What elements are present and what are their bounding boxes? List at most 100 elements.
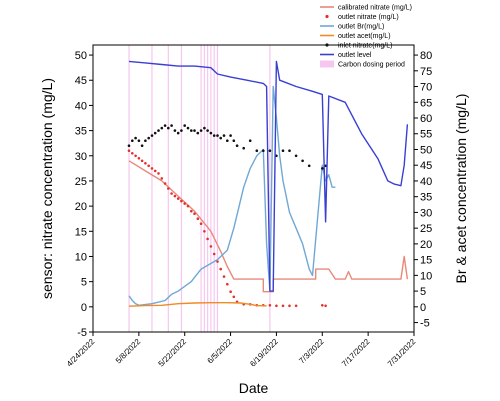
series-4-point	[301, 159, 304, 163]
legend-swatch-dot	[325, 14, 329, 19]
series-1-point	[226, 282, 229, 286]
series-4-point	[153, 131, 157, 135]
x-axis-title: Date	[239, 380, 269, 396]
series-4-point	[186, 126, 190, 130]
y-left-tick-label: 5	[81, 277, 87, 289]
y-left-tick-label: 25	[75, 176, 87, 188]
series-4-point	[147, 136, 150, 140]
y-right-tick-label: 40	[420, 176, 432, 188]
legend-swatch-dot	[325, 43, 329, 47]
series-4-point	[248, 139, 252, 142]
series-4-point	[324, 164, 327, 168]
x-tick-label: 4/24/2022	[65, 337, 97, 369]
series-1-point	[144, 162, 147, 165]
series-1-point	[157, 172, 160, 175]
series-1-point	[173, 194, 177, 198]
series-1-point	[216, 260, 219, 263]
series-4-point	[176, 131, 180, 135]
series-4-point	[262, 149, 265, 152]
y-left-tick-label: 30	[75, 151, 87, 163]
y-right-tick-label: 45	[420, 160, 432, 172]
series-4-point	[235, 144, 239, 147]
y-right-tick-label: 60	[420, 113, 432, 125]
y-left-tick-label: 35	[75, 126, 87, 138]
dosing-period-bar	[210, 45, 212, 332]
series-1-point	[275, 304, 278, 308]
plot-frame	[92, 44, 415, 333]
series-1-point	[176, 197, 180, 200]
series-1-point	[127, 149, 131, 152]
series-5-line	[128, 60, 409, 292]
series-4-point	[127, 144, 131, 147]
dosing-period-bar	[269, 45, 271, 332]
series-4-point	[288, 149, 291, 152]
series-1-point	[153, 169, 157, 173]
series-1-point	[140, 159, 144, 163]
series-1-point	[160, 177, 164, 180]
plot-area	[127, 45, 409, 332]
series-4-point	[144, 139, 147, 142]
series-4-point	[160, 126, 164, 130]
series-1-point	[150, 167, 154, 170]
series-4-point	[193, 129, 196, 132]
series-1-point	[199, 222, 203, 225]
series-4-point	[206, 129, 209, 132]
dosing-period-bar	[203, 45, 205, 332]
series-1-point	[206, 237, 209, 241]
series-4-point	[294, 154, 298, 158]
series-4-point	[222, 134, 226, 137]
series-1-point	[186, 204, 190, 208]
legend-label: outlet level	[338, 52, 372, 59]
x-tick-label: 5/22/2022	[157, 337, 189, 369]
legend-swatch-box	[320, 60, 334, 68]
y-left-tick-label: 50	[75, 50, 87, 62]
series-1-point	[163, 182, 167, 185]
series-4-point	[134, 136, 137, 140]
legend-label: inlet nitrate(mg/L)	[338, 43, 392, 50]
x-tick-label: 7/17/2022	[340, 337, 372, 369]
y-right-tick-label: 10	[420, 270, 432, 282]
series-3-line	[128, 302, 267, 307]
y-right-tick-label: 70	[420, 82, 432, 94]
series-1-point	[196, 217, 200, 220]
series-1-point	[288, 304, 291, 308]
x-tick-label: 7/31/2022	[386, 337, 418, 369]
y-right-tick-label: 65	[420, 97, 432, 109]
series-4-point	[203, 126, 206, 130]
y-right-tick-label: -5	[420, 318, 430, 330]
x-tick-label: 7/3/2022	[297, 337, 326, 366]
y-right-tick-label: 15	[420, 255, 432, 267]
series-1-point	[294, 304, 298, 308]
axes: -5 0 5 10 15 20 25 30 35 40 45 50 -5 0 5 10 15 20 25 30 35 40…	[65, 50, 432, 369]
series-4-point	[140, 144, 144, 147]
y-right-tick-label: 25	[420, 223, 432, 235]
series-4-point	[173, 129, 177, 132]
series-1-point	[131, 152, 134, 155]
y-right-tick-label: 80	[420, 50, 432, 62]
legend-label: Carbon dosing period	[338, 62, 405, 69]
series-1-point	[190, 209, 193, 213]
y-left-tick-label: 0	[81, 302, 87, 314]
series-1-point	[229, 290, 232, 294]
series-1-point	[268, 304, 272, 307]
legend: calibrated nitrate (mg/L) outlet nitrate …	[320, 5, 412, 69]
x-tick-label: 5/8/2022	[114, 337, 143, 366]
series-4-point	[180, 129, 183, 132]
series-4-point	[183, 124, 186, 127]
series-1-point	[147, 164, 150, 168]
dosing-period-bar	[213, 45, 215, 332]
series-1-point	[180, 199, 183, 203]
series-4-point	[242, 146, 245, 150]
series-4-point	[209, 131, 213, 135]
series-4-point	[150, 134, 154, 137]
series-1-point	[193, 212, 196, 215]
series-1-point	[183, 202, 186, 205]
y-axis-left-title: sensor: nitrate concentration (mg/L)	[39, 78, 55, 299]
series-4-point	[157, 129, 160, 132]
series-4-point	[199, 129, 203, 132]
legend-label: calibrated nitrate (mg/L)	[338, 5, 412, 12]
series-4-point	[255, 149, 259, 152]
series-4-point	[226, 139, 229, 142]
dosing-period-bar	[216, 45, 219, 332]
